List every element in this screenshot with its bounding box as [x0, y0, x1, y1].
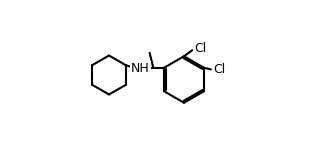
Text: NH: NH — [131, 62, 150, 75]
Text: Cl: Cl — [213, 63, 225, 76]
Text: Cl: Cl — [194, 42, 207, 55]
